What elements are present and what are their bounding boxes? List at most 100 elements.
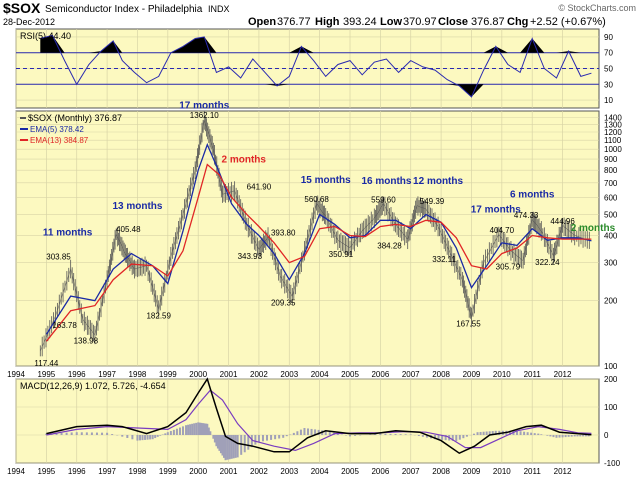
macd-x-tick-label: 1999 — [159, 467, 177, 476]
macd-histogram-bar — [303, 428, 306, 435]
price-x-tick-label: 2011 — [524, 370, 542, 379]
price-x-tick-label: 2006 — [371, 370, 389, 379]
macd-histogram-bar — [409, 434, 412, 435]
macd-histogram-bar — [488, 431, 491, 435]
price-x-tick-label: 2003 — [280, 370, 298, 379]
price-value-label: 117.44 — [34, 359, 58, 368]
price-x-tick-label: 1998 — [129, 370, 147, 379]
macd-title: MACD(12,26,9) 1.072, 5.726, -4.654 — [20, 381, 166, 391]
macd-histogram-bar — [552, 435, 555, 438]
price-x-tick-label: 2000 — [189, 370, 207, 379]
macd-histogram-bar — [570, 435, 573, 437]
ohlc-low-label: Low — [380, 16, 402, 28]
price-x-tick-label: 1996 — [68, 370, 86, 379]
macd-histogram-bar — [494, 430, 497, 435]
macd-histogram-bar — [282, 435, 285, 438]
macd-histogram-bar — [75, 432, 78, 435]
macd-histogram-bar — [175, 428, 178, 435]
macd-histogram-bar — [455, 435, 458, 442]
macd-x-tick-label: 1997 — [98, 467, 116, 476]
price-value-label: 303.85 — [46, 252, 71, 261]
macd-histogram-bar — [349, 435, 352, 437]
macd-histogram-bar — [292, 432, 295, 435]
macd-histogram-bar — [257, 435, 260, 442]
price-value-label: 474.33 — [514, 211, 539, 220]
price-tick-label: 600 — [604, 193, 618, 202]
macd-x-tick-label: 2007 — [402, 467, 420, 476]
macd-histogram-bar — [230, 435, 233, 459]
macd-histogram-bar — [537, 433, 540, 435]
price-tick-label: 200 — [604, 297, 618, 306]
chart-exchange: INDX — [208, 4, 230, 14]
rsi-tick-label: 30 — [604, 80, 613, 89]
macd-histogram-bar — [138, 435, 141, 441]
macd-panel-background — [15, 378, 600, 464]
macd-histogram-bar — [154, 435, 157, 439]
macd-histogram-bar — [45, 433, 48, 435]
price-value-label: 393.80 — [271, 228, 296, 237]
macd-histogram-bar — [508, 430, 511, 435]
price-tick-label: 700 — [604, 179, 618, 188]
price-value-label: 560.68 — [304, 195, 329, 204]
macd-histogram-bar — [523, 431, 526, 435]
macd-histogram-bar — [310, 428, 313, 435]
macd-x-tick-label: 2005 — [341, 467, 359, 476]
macd-histogram-bar — [189, 424, 192, 435]
cycle-annotation: 16 months — [361, 176, 411, 187]
ohlc-close: 376.87 — [471, 16, 505, 28]
macd-histogram-bar — [156, 435, 159, 437]
price-x-tick-label: 2004 — [311, 370, 329, 379]
macd-histogram-bar — [465, 435, 468, 437]
macd-histogram-bar — [185, 425, 188, 435]
macd-histogram-bar — [458, 435, 461, 440]
macd-histogram-bar — [587, 435, 590, 437]
macd-histogram-bar — [546, 435, 549, 436]
ema5-legend-label: EMA(5) 378.42 — [30, 125, 84, 134]
price-value-label: 444.96 — [550, 217, 575, 226]
ohlc-high-label: High — [315, 16, 340, 28]
macd-histogram-bar — [209, 431, 212, 435]
rsi-tick-label: 90 — [604, 33, 613, 42]
price-value-label: 384.28 — [377, 242, 402, 251]
macd-x-tick-label: 2004 — [311, 467, 329, 476]
x-axis: 1994 1995 1996 1997 1998 1999 2000 2001 2002 2003… — [7, 370, 572, 476]
ohlc-chg-label: Chg — [507, 16, 528, 28]
macd-histogram-bar — [582, 435, 585, 437]
macd-histogram-bar — [204, 423, 207, 435]
macd-histogram-bar — [201, 423, 204, 435]
macd-histogram-bar — [307, 428, 310, 435]
macd-histogram-bar — [90, 432, 93, 435]
macd-histogram-bar — [221, 435, 224, 456]
rsi-panel: 10 30 50 70 90 RSI(5) 44.40 — [15, 28, 613, 109]
macd-histogram-bar — [417, 435, 420, 437]
macd-histogram-bar — [60, 432, 63, 435]
macd-histogram-bar — [151, 435, 154, 440]
price-value-label: 163.78 — [52, 321, 77, 330]
macd-tick-label: 200 — [604, 375, 618, 384]
price-value-label: 549.39 — [420, 197, 445, 206]
price-x-tick-label: 1997 — [98, 370, 116, 379]
macd-histogram-bar — [131, 435, 134, 440]
macd-panel: -100 0 100 200 MACD(12,26,9) 1.072, 5.726, -… — [15, 375, 621, 468]
price-x-tick-label: 2001 — [220, 370, 238, 379]
macd-x-tick-label: 2000 — [189, 467, 207, 476]
macd-histogram-bar — [136, 435, 139, 441]
macd-x-tick-label: 2008 — [432, 467, 450, 476]
macd-histogram-bar — [444, 435, 447, 441]
macd-histogram-bar — [404, 434, 407, 435]
macd-histogram-bar — [198, 422, 201, 435]
macd-x-tick-label: 2002 — [250, 467, 268, 476]
macd-tick-label: 0 — [604, 431, 609, 440]
macd-histogram-bar — [149, 435, 152, 440]
macd-x-tick-label: 2011 — [524, 467, 542, 476]
macd-histogram-bar — [519, 431, 522, 435]
price-value-label: 404.70 — [490, 226, 515, 235]
price-value-label: 343.93 — [238, 252, 263, 261]
macd-histogram-bar — [236, 435, 239, 458]
macd-histogram-bar — [451, 435, 454, 441]
macd-histogram-bar — [195, 422, 198, 435]
macd-histogram-bar — [399, 434, 402, 435]
macd-histogram-bar — [215, 435, 218, 447]
macd-histogram-bar — [224, 435, 227, 461]
